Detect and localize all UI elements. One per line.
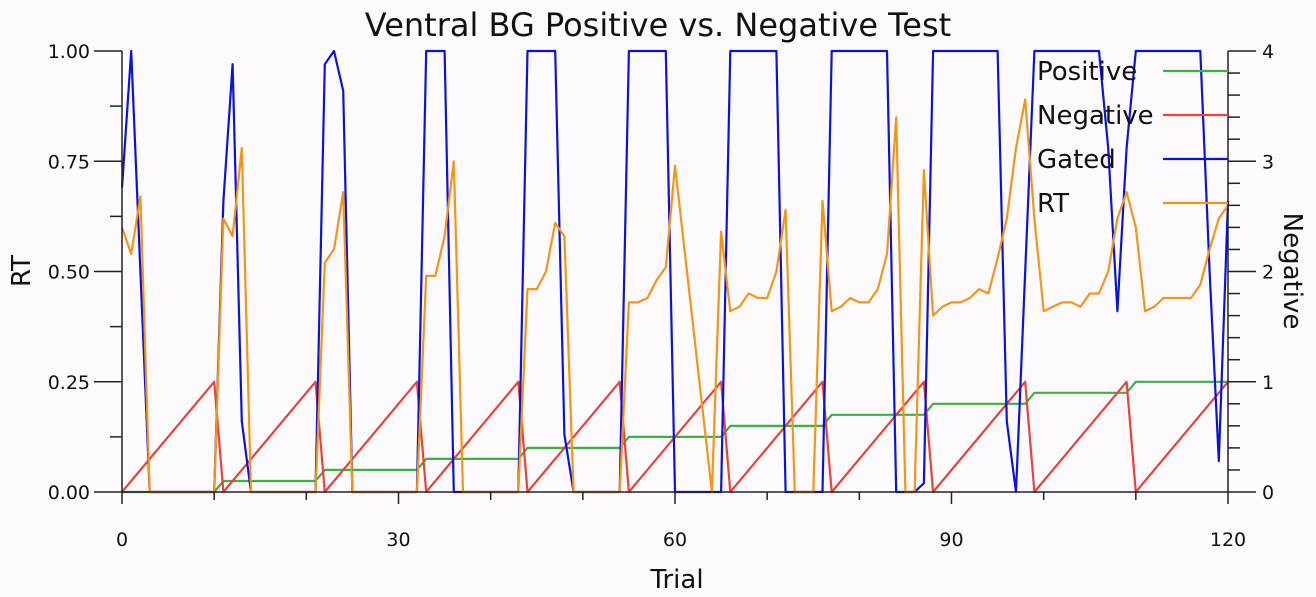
x-axis-title: Trial <box>649 565 703 595</box>
legend-label: Gated <box>1037 145 1116 175</box>
y-tick-label: 0.25 <box>48 372 90 394</box>
legend: Positive Negative Gated RT <box>1037 57 1228 219</box>
y2-tick-label: 2 <box>1262 262 1274 284</box>
y2-axis-title: Negative <box>1277 213 1307 330</box>
y-tick-label: 0.50 <box>48 262 90 284</box>
x-tick-label: 0 <box>116 529 128 551</box>
legend-label: Positive <box>1037 57 1137 87</box>
series-line-negative <box>121 380 1229 494</box>
chart-title: Ventral BG Positive vs. Negative Test <box>365 6 951 44</box>
legend-item-gated: Gated <box>1037 145 1228 175</box>
legend-item-rt: RT <box>1037 189 1228 219</box>
x-tick-label: 30 <box>386 529 410 551</box>
legend-label: Negative <box>1037 101 1154 131</box>
y-axis-title: RT <box>7 255 37 287</box>
x-tick-label: 60 <box>663 529 687 551</box>
y2-tick-label: 4 <box>1262 41 1274 63</box>
y-tick-label: 0.00 <box>48 482 90 504</box>
y-tick-label: 0.75 <box>48 151 90 173</box>
y2-tick-label: 3 <box>1262 151 1274 173</box>
legend-item-negative: Negative <box>1037 101 1228 131</box>
x-tick-label: 120 <box>1210 529 1246 551</box>
legend-label: RT <box>1037 189 1069 219</box>
y-tick-label: 1.00 <box>48 41 90 63</box>
legend-item-positive: Positive <box>1037 57 1228 87</box>
y2-tick-label: 1 <box>1262 372 1274 394</box>
ticks-layer: 0 30 60 90 120 0.00 0.25 0.50 0.75 1.00 0 1 2 3 4 <box>48 41 1274 551</box>
y2-tick-label: 0 <box>1262 482 1274 504</box>
x-tick-label: 90 <box>939 529 963 551</box>
series-line-rt <box>120 98 1229 494</box>
